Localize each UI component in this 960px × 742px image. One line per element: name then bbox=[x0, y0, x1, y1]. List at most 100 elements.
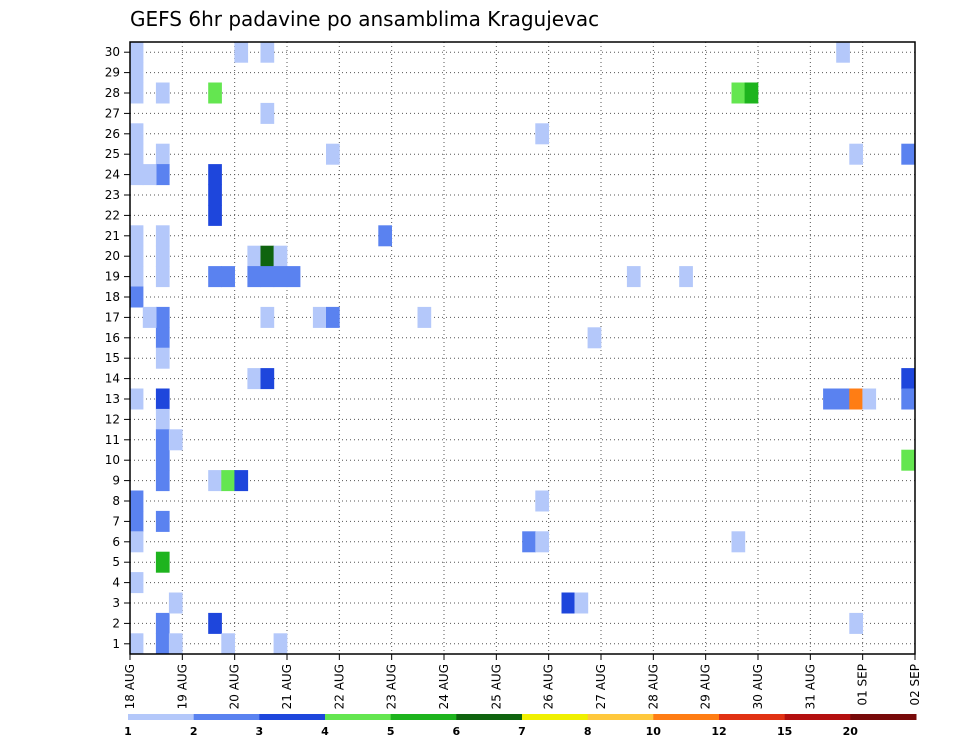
precip-cell bbox=[208, 612, 222, 634]
precip-cell bbox=[168, 429, 183, 451]
precip-cell bbox=[208, 470, 222, 492]
precip-cell bbox=[326, 143, 340, 165]
precip-cell bbox=[208, 164, 222, 186]
precip-cell bbox=[273, 633, 288, 655]
precip-cell bbox=[129, 143, 144, 165]
y-tick-label: 12 bbox=[105, 412, 120, 426]
precip-cell bbox=[155, 245, 170, 267]
precip-cell bbox=[129, 82, 144, 104]
x-tick-label: 26 AUG bbox=[542, 664, 556, 709]
precip-cell bbox=[129, 41, 144, 63]
x-tick-label: 01 SEP bbox=[856, 664, 870, 706]
y-tick-label: 7 bbox=[112, 514, 120, 528]
precip-cell bbox=[679, 266, 693, 288]
x-tick-label: 02 SEP bbox=[908, 664, 922, 706]
precip-cell bbox=[155, 470, 170, 492]
colorbar-swatch bbox=[128, 714, 195, 720]
colorbar-label: 5 bbox=[387, 725, 395, 738]
y-tick-label: 21 bbox=[105, 229, 120, 243]
precip-cell bbox=[129, 531, 144, 553]
precip-cell bbox=[823, 388, 837, 410]
precip-cell bbox=[129, 62, 144, 84]
x-tick-label: 30 AUG bbox=[751, 664, 765, 709]
colorbar-swatch bbox=[719, 714, 786, 720]
precip-cell bbox=[155, 143, 170, 165]
precip-cell bbox=[901, 368, 915, 390]
y-tick-label: 5 bbox=[112, 555, 120, 569]
precip-cell bbox=[155, 551, 170, 573]
precip-cell bbox=[168, 592, 183, 614]
precip-cell bbox=[221, 470, 235, 492]
y-tick-label: 15 bbox=[105, 351, 120, 365]
precip-cell bbox=[535, 531, 549, 553]
y-tick-label: 16 bbox=[105, 331, 120, 345]
y-tick-label: 10 bbox=[105, 453, 120, 467]
precip-cell bbox=[155, 388, 170, 410]
colorbar-swatch bbox=[390, 714, 457, 720]
precip-cell bbox=[260, 368, 275, 390]
precip-cell bbox=[901, 143, 915, 165]
precip-cell bbox=[155, 347, 170, 369]
precip-cell bbox=[901, 388, 915, 410]
precip-cell bbox=[247, 266, 262, 288]
y-tick-label: 2 bbox=[112, 616, 120, 630]
y-tick-label: 17 bbox=[105, 310, 120, 324]
precip-cell bbox=[901, 449, 915, 471]
colorbar-label: 15 bbox=[777, 725, 792, 738]
y-tick-label: 24 bbox=[105, 168, 120, 182]
colorbar-swatch bbox=[325, 714, 392, 720]
precip-cell bbox=[168, 633, 183, 655]
precip-cell bbox=[260, 266, 275, 288]
colorbar-swatch bbox=[259, 714, 326, 720]
precip-cell bbox=[862, 388, 877, 410]
y-tick-label: 23 bbox=[105, 188, 120, 202]
precip-cell bbox=[273, 266, 288, 288]
x-tick-label: 28 AUG bbox=[646, 664, 660, 709]
precip-cell bbox=[155, 510, 170, 532]
precip-cell bbox=[234, 470, 249, 492]
x-tick-label: 27 AUG bbox=[594, 664, 608, 709]
y-tick-label: 3 bbox=[112, 596, 120, 610]
y-axis-ticks: 1234567891011121314151617181920212223242… bbox=[105, 45, 130, 651]
colorbar-label: 7 bbox=[518, 725, 526, 738]
colorbar-label: 4 bbox=[321, 725, 329, 738]
colorbar-label: 8 bbox=[584, 725, 592, 738]
precip-cell bbox=[836, 41, 850, 63]
precip-cell bbox=[155, 449, 170, 471]
precip-cell bbox=[561, 592, 576, 614]
precip-cell bbox=[731, 82, 746, 104]
y-tick-label: 19 bbox=[105, 270, 120, 284]
precip-cell bbox=[129, 225, 144, 247]
colorbar-swatch bbox=[522, 714, 589, 720]
colorbar-label: 2 bbox=[190, 725, 198, 738]
y-tick-label: 29 bbox=[105, 66, 120, 80]
precip-cell bbox=[129, 490, 144, 512]
precip-cell bbox=[260, 245, 275, 267]
precip-cell bbox=[417, 306, 432, 328]
precip-cell bbox=[731, 531, 746, 553]
precip-cell bbox=[208, 184, 222, 206]
x-tick-label: 24 AUG bbox=[437, 664, 451, 709]
precip-cell bbox=[626, 266, 641, 288]
precip-cell bbox=[155, 225, 170, 247]
precip-cell bbox=[129, 572, 144, 594]
precip-cell bbox=[155, 633, 170, 655]
precip-cell bbox=[208, 204, 222, 226]
precip-cell bbox=[129, 286, 144, 308]
precip-cell bbox=[155, 306, 170, 328]
colorbar-label: 10 bbox=[646, 725, 662, 738]
precip-cell bbox=[155, 408, 170, 430]
precip-cell bbox=[129, 633, 144, 655]
y-tick-label: 8 bbox=[112, 494, 120, 508]
precip-cell bbox=[260, 41, 275, 63]
y-tick-label: 6 bbox=[112, 535, 120, 549]
colorbar-label: 3 bbox=[255, 725, 263, 738]
y-tick-label: 14 bbox=[105, 372, 120, 386]
x-tick-label: 23 AUG bbox=[385, 664, 399, 709]
precip-cell bbox=[378, 225, 392, 247]
colorbar-label: 20 bbox=[843, 725, 859, 738]
x-tick-label: 18 AUG bbox=[123, 664, 137, 709]
y-tick-label: 13 bbox=[105, 392, 120, 406]
precip-cell bbox=[849, 143, 863, 165]
x-tick-label: 31 AUG bbox=[803, 664, 817, 709]
